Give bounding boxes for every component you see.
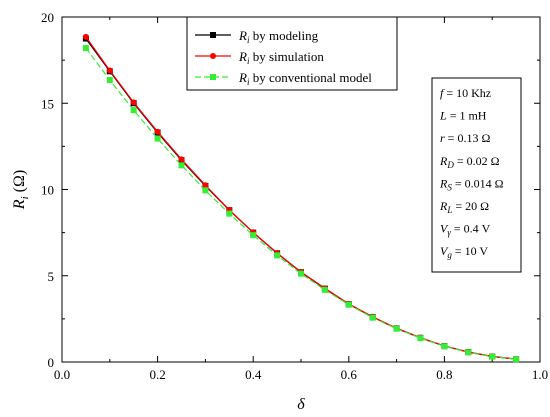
series-point-3 bbox=[345, 301, 352, 308]
series-point-3 bbox=[130, 107, 137, 114]
series-point-3 bbox=[369, 314, 376, 321]
x-axis-label: δ bbox=[297, 396, 305, 413]
x-tick-label: 0.4 bbox=[245, 367, 262, 382]
legend-label: Ri by modeling bbox=[238, 28, 319, 45]
series-point-3 bbox=[250, 232, 257, 239]
parameter-line: r = 0.13 Ω bbox=[440, 131, 490, 145]
series-point-2 bbox=[154, 128, 161, 135]
x-tick-label: 0.6 bbox=[341, 367, 358, 382]
legend-swatch-marker bbox=[210, 74, 216, 80]
series-layer bbox=[82, 33, 520, 363]
y-tick-label: 20 bbox=[41, 10, 54, 25]
y-tick-label: 15 bbox=[41, 96, 54, 111]
parameters-box: f = 10 Khz L = 1 mH r = 0.13 Ω RD = 0.02 Ω R… bbox=[431, 77, 522, 273]
parameter-line: f = 10 Khz bbox=[440, 86, 491, 100]
parameter-line: RD = 0.02 Ω bbox=[439, 154, 500, 170]
series-point-3 bbox=[513, 356, 520, 363]
series-point-2 bbox=[178, 156, 185, 163]
parameters-frame bbox=[431, 77, 522, 273]
series-point-2 bbox=[130, 99, 137, 106]
series-point-3 bbox=[441, 343, 448, 350]
series-point-3 bbox=[321, 286, 328, 293]
parameter-line: RS = 0.014 Ω bbox=[439, 176, 504, 192]
legend-box bbox=[186, 16, 398, 91]
legend: Ri by modeling Ri by simulation Ri by conv… bbox=[186, 16, 398, 91]
series-point-3 bbox=[106, 76, 113, 83]
x-tick-label: 1.0 bbox=[532, 367, 548, 382]
series-point-3 bbox=[489, 353, 496, 360]
y-tick-label: 5 bbox=[48, 269, 55, 284]
series-point-3 bbox=[393, 325, 400, 332]
legend-swatch-marker bbox=[210, 53, 216, 59]
series-point-3 bbox=[274, 252, 281, 259]
y-axis: 0 5 10 15 20 bbox=[41, 10, 540, 370]
x-tick-label: 0.0 bbox=[54, 367, 70, 382]
y-tick-label: 10 bbox=[41, 183, 54, 198]
series-point-3 bbox=[202, 187, 209, 194]
series-point-3 bbox=[417, 335, 424, 342]
series-point-2 bbox=[202, 182, 209, 189]
x-axis: 0.0 0.2 0.4 0.6 0.8 1.0 bbox=[54, 17, 548, 382]
parameter-line: Vg = 10 V bbox=[440, 244, 488, 260]
x-tick-label: 0.8 bbox=[436, 367, 452, 382]
series-point-3 bbox=[226, 210, 233, 217]
legend-label: Ri by conventional model bbox=[238, 70, 372, 87]
parameter-line: L = 1 mH bbox=[439, 109, 487, 123]
y-tick-label: 0 bbox=[48, 355, 55, 370]
parameter-line: RL = 20 Ω bbox=[439, 199, 489, 215]
series-point-3 bbox=[154, 135, 161, 142]
series-point-3 bbox=[82, 45, 89, 52]
series-point-2 bbox=[106, 67, 113, 74]
legend-swatch-marker bbox=[210, 32, 216, 38]
series-point-3 bbox=[178, 162, 185, 169]
parameter-line: Vγ = 0.4 V bbox=[440, 222, 491, 238]
series-point-3 bbox=[298, 270, 304, 277]
legend-label: Ri by simulation bbox=[238, 49, 324, 66]
series-point-3 bbox=[465, 349, 472, 356]
x-tick-label: 0.2 bbox=[149, 367, 165, 382]
y-axis-label: Ri (Ω) bbox=[11, 170, 31, 210]
series-point-2 bbox=[82, 33, 89, 40]
